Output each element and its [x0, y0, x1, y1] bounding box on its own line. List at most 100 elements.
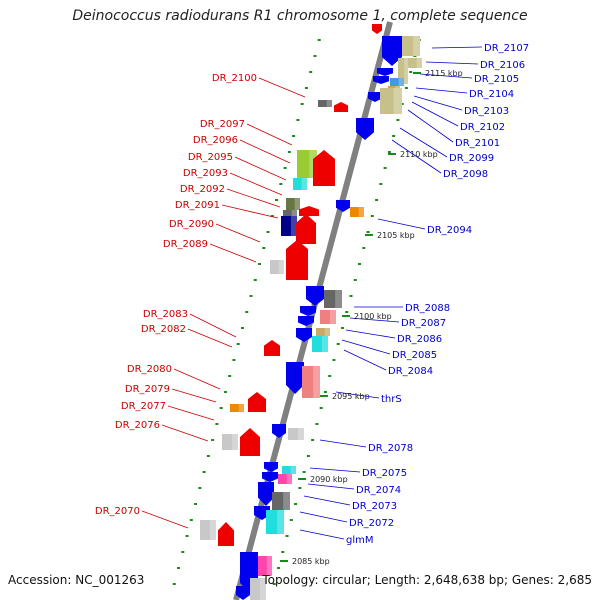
gene-arrow — [240, 428, 260, 456]
leader-line — [239, 139, 291, 164]
gene-label-dr-2072: DR_2072 — [349, 518, 394, 529]
leader-line — [161, 424, 209, 442]
gene-box — [293, 178, 307, 190]
kbp-label: 2095 kbp — [332, 392, 370, 401]
gene-arrow — [372, 24, 382, 34]
gene-box — [320, 310, 336, 324]
leader-line — [173, 368, 221, 390]
gene-label-dr-2075: DR_2075 — [362, 468, 407, 479]
leader-line — [167, 405, 215, 421]
gene-label-dr-2070: DR_2070 — [95, 506, 140, 517]
gene-label-dr-2093: DR_2093 — [183, 168, 228, 179]
gene-box-shade — [290, 216, 297, 236]
gene-box — [398, 58, 408, 84]
leader-line — [377, 218, 426, 230]
leader-line — [335, 391, 380, 399]
gene-arrow — [377, 68, 393, 76]
leader-line — [189, 313, 237, 338]
kbp-label: 2100 kbp — [354, 312, 392, 321]
gene-label-dr-2098: DR_2098 — [443, 169, 488, 180]
leader-line — [425, 61, 479, 65]
leader-line — [399, 127, 448, 158]
gene-box-shade — [266, 556, 272, 576]
gene-label-dr-2087: DR_2087 — [401, 318, 446, 329]
gene-labels: DR_2100 DR_2097 DR_2096 DR_2095 DR_2093 DR_20… — [95, 43, 529, 546]
gene-box-shade — [259, 578, 266, 600]
gene-box-shade — [301, 178, 307, 190]
leader-line — [215, 223, 261, 243]
leader-line — [413, 95, 463, 111]
leader-line — [299, 511, 348, 523]
gene-label-dr-2102: DR_2102 — [460, 122, 505, 133]
gene-arrow — [286, 362, 304, 394]
gene-label-dr-2076: DR_2076 — [115, 420, 160, 431]
gene-box-shade — [416, 58, 422, 68]
gene-box-shade — [238, 404, 244, 412]
gene-arrow — [356, 118, 374, 140]
gene-label-dr-2095: DR_2095 — [188, 152, 233, 163]
gene-box-shade — [335, 290, 342, 308]
gene-arrow — [382, 36, 402, 66]
gene-box — [250, 578, 266, 600]
gene-label-dr-2103: DR_2103 — [464, 106, 509, 117]
gene-label-dr-2092: DR_2092 — [180, 184, 225, 195]
gene-box-shade — [290, 466, 296, 474]
gene-label-dr-2089: DR_2089 — [163, 239, 208, 250]
gene-label-dr-2107: DR_2107 — [484, 43, 529, 54]
gene-box-shade — [283, 492, 290, 510]
gene-label-dr-2073: DR_2073 — [352, 501, 397, 512]
leader-line — [171, 388, 217, 403]
gene-box — [222, 434, 238, 450]
gene-label-dr-2088: DR_2088 — [405, 303, 450, 314]
gene-box-shade — [209, 520, 216, 540]
gene-arrow — [373, 76, 389, 84]
gene-label-dr-2101: DR_2101 — [455, 138, 500, 149]
gene-box-shade — [321, 336, 328, 352]
gene-label-dr-2099: DR_2099 — [449, 153, 494, 164]
topology-text: Topology: circular; Length: 2,648,638 bp… — [262, 573, 592, 587]
gene-box — [408, 58, 422, 68]
gene-label-dr-2106: DR_2106 — [480, 60, 525, 71]
gene-box-shade — [404, 58, 408, 84]
gene-arrow — [300, 306, 316, 316]
gene-arrow — [313, 150, 335, 186]
leader-line — [307, 483, 355, 490]
gene-label-thrs: thrS — [381, 394, 402, 405]
leader-line — [343, 349, 387, 371]
gene-label-dr-2078: DR_2078 — [368, 443, 413, 454]
gene-arrow — [286, 240, 308, 280]
gene-box — [286, 198, 300, 210]
gene-box — [270, 260, 284, 274]
kbp-label: 2105 kbp — [377, 231, 415, 240]
leader-line — [226, 188, 281, 208]
gene-box-shade — [413, 36, 420, 56]
gene-arrow — [264, 462, 278, 472]
gene-box-shade — [278, 260, 284, 274]
gene-box-shade — [294, 198, 300, 210]
gene-label-dr-2105: DR_2105 — [474, 74, 519, 85]
gene-arrow — [218, 522, 234, 546]
gene-arrow — [258, 482, 274, 506]
kbp-marks: 2115 kbp 2110 kbp 2105 kbp 2100 kbp 2095 kbp… — [280, 69, 463, 566]
gene-box — [258, 556, 272, 576]
gene-box-shade — [277, 510, 284, 534]
gene-box — [312, 336, 328, 352]
gene-arrow — [296, 214, 316, 244]
leader-line — [319, 439, 367, 448]
gene-features — [200, 24, 422, 600]
kbp-label: 2090 kbp — [310, 475, 348, 484]
gene-box — [380, 88, 402, 114]
gene-box-shade — [291, 210, 297, 216]
gene-arrow — [272, 424, 286, 438]
kbp-label: 2085 kbp — [292, 557, 330, 566]
leader-line — [229, 172, 283, 196]
leader-line — [221, 204, 279, 219]
leader-line — [258, 77, 306, 98]
leader-line — [349, 317, 400, 323]
gene-box — [283, 210, 297, 216]
leader-line — [303, 495, 351, 506]
gene-label-dr-2096: DR_2096 — [193, 135, 238, 146]
gene-arrow — [336, 200, 350, 212]
gene-label-dr-2094: DR_2094 — [427, 225, 472, 236]
